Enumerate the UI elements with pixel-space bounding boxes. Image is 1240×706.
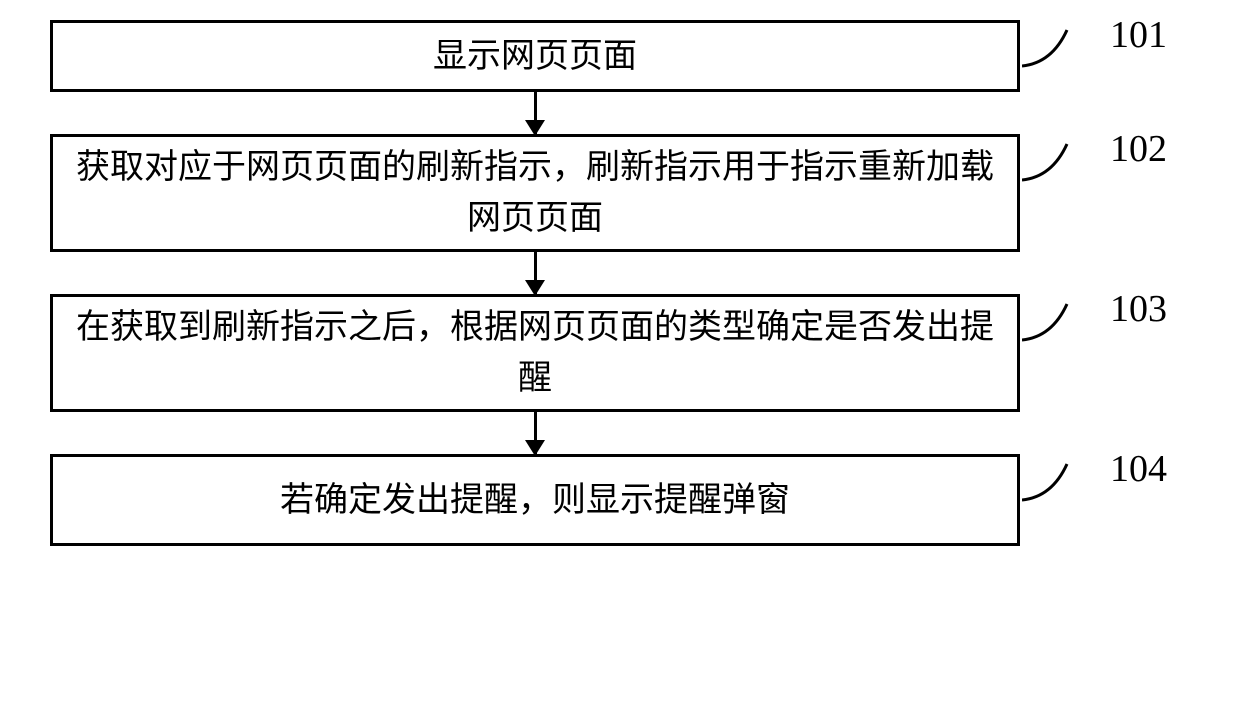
arrow-icon [534, 252, 537, 294]
step-label: 103 [1110, 287, 1167, 331]
step-text: 若确定发出提醒，则显示提醒弹窗 [280, 475, 790, 526]
step-label: 104 [1110, 447, 1167, 491]
arrow-1-2 [50, 92, 1020, 134]
arrow-2-3 [50, 252, 1020, 294]
label-curve-icon [1022, 462, 1077, 502]
step-label: 101 [1110, 13, 1167, 57]
step-text: 获取对应于网页页面的刷新指示，刷新指示用于指示重新加载网页页面 [73, 142, 997, 244]
step-text: 在获取到刷新指示之后，根据网页页面的类型确定是否发出提醒 [73, 302, 997, 404]
arrow-3-4 [50, 412, 1020, 454]
step-text: 显示网页页面 [433, 31, 637, 82]
step-box-103: 在获取到刷新指示之后，根据网页页面的类型确定是否发出提醒 103 [50, 294, 1020, 412]
arrow-icon [534, 412, 537, 454]
label-curve-icon [1022, 302, 1077, 342]
arrow-icon [534, 92, 537, 134]
label-curve-icon [1022, 142, 1077, 182]
flowchart-container: 显示网页页面 101 获取对应于网页页面的刷新指示，刷新指示用于指示重新加载网页… [50, 20, 1190, 546]
step-box-101: 显示网页页面 101 [50, 20, 1020, 92]
step-box-104: 若确定发出提醒，则显示提醒弹窗 104 [50, 454, 1020, 546]
step-label: 102 [1110, 127, 1167, 171]
label-curve-icon [1022, 28, 1077, 68]
step-box-102: 获取对应于网页页面的刷新指示，刷新指示用于指示重新加载网页页面 102 [50, 134, 1020, 252]
